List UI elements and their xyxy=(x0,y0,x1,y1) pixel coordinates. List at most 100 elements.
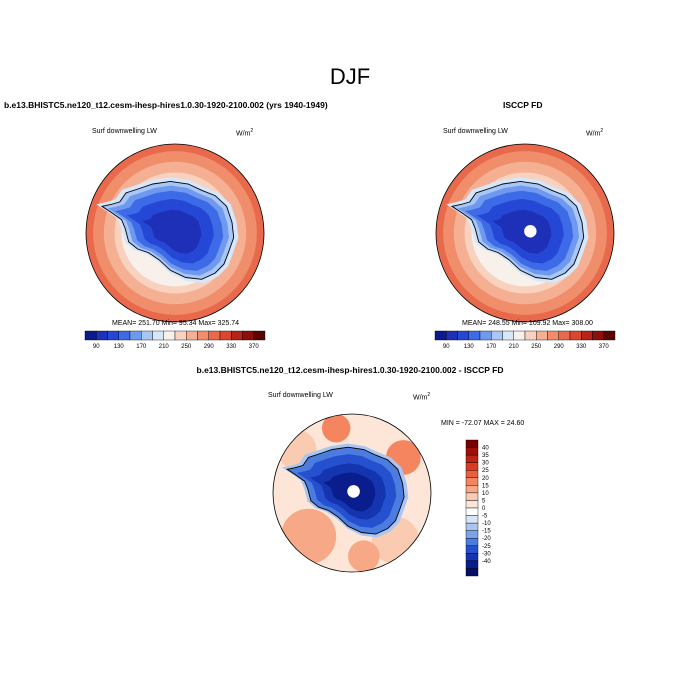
colorbar-2-tick-label: 130 xyxy=(464,344,475,350)
colorbar-3-swatch-13 xyxy=(465,538,479,546)
colorbar-3-tick-label: -40 xyxy=(482,559,491,565)
colorbar-3-swatch-5 xyxy=(465,477,479,486)
colorbar-1-tick-label: 330 xyxy=(226,344,237,350)
colorbar-1-swatch-1 xyxy=(96,330,108,341)
colorbar-2-swatch-8 xyxy=(524,330,537,341)
panel-1-units-label: W/m2 xyxy=(236,128,254,138)
colorbar-1-swatch-3 xyxy=(118,330,131,341)
colorbar-3-swatch-15 xyxy=(465,553,479,562)
panel-1-colorbar: 90 130 170 210 250 290 330 370 xyxy=(84,330,266,350)
colorbar-3-tick-label: 10 xyxy=(482,491,489,497)
colorbar-1-swatch-7 xyxy=(163,330,176,341)
colorbar-2-swatch-2 xyxy=(457,330,469,341)
colorbar-2-swatch-5 xyxy=(491,330,503,341)
map2-contour-5 xyxy=(492,209,552,254)
colorbar-1-tick-label: 290 xyxy=(204,344,215,350)
colorbar-1-tick-label: 90 xyxy=(93,344,100,350)
colorbar-1-swatch-15 xyxy=(253,330,266,341)
page-title: DJF xyxy=(329,64,371,89)
colorbar-3-tick-label: 30 xyxy=(482,461,489,467)
colorbar-3-tick-label: 35 xyxy=(482,453,489,459)
colorbar-3-swatch-7 xyxy=(465,492,479,501)
colorbar-2-tick-label: 330 xyxy=(576,344,587,350)
colorbar-3-swatch-8 xyxy=(465,500,479,509)
map1-contour-5 xyxy=(142,209,202,254)
colorbar-2-tick-label: 370 xyxy=(599,344,610,350)
colorbar-1-tick-label: 210 xyxy=(159,344,170,350)
panel-3-case-title: b.e13.BHISTC5.ne120_t12.cesm-ihesp-hires… xyxy=(196,365,504,375)
colorbar-1-swatch-14 xyxy=(242,330,254,341)
colorbar-3-swatch-6 xyxy=(465,485,479,494)
colorbar-3-tick-label: 20 xyxy=(482,476,489,482)
map2-coastline xyxy=(450,180,585,280)
colorbar-3-swatch-10 xyxy=(465,515,479,524)
colorbar-3-tick-label: 40 xyxy=(482,446,489,452)
colorbar-2-swatch-1 xyxy=(446,330,458,341)
map3-pole-hole xyxy=(347,485,360,498)
colorbar-2-tick-label: 250 xyxy=(531,344,542,350)
colorbar-3-swatch-14 xyxy=(465,545,479,554)
colorbar-2-swatch-9 xyxy=(536,330,548,341)
colorbar-2-swatch-12 xyxy=(569,330,582,341)
colorbar-3-tick-label: 25 xyxy=(482,468,489,474)
panel-3-polar-map xyxy=(272,413,432,573)
colorbar-3-swatch-0 xyxy=(465,439,479,448)
colorbar-1-swatch-10 xyxy=(197,330,209,341)
colorbar-1-swatch-6 xyxy=(152,330,164,341)
colorbar-1-swatch-13 xyxy=(231,330,243,341)
map3-warm-patch-5 xyxy=(321,414,351,443)
map2-pole-hole xyxy=(524,224,537,238)
colorbar-3-tick-label: 0 xyxy=(482,506,486,512)
colorbar-3-swatch-9 xyxy=(465,507,479,516)
colorbar-1-swatch-2 xyxy=(107,330,119,341)
panel-2-units-label: W/m2 xyxy=(586,128,604,138)
colorbar-3-tick-label: -20 xyxy=(482,536,491,542)
colorbar-3-swatch-2 xyxy=(465,454,479,463)
colorbar-3-tick-label: -10 xyxy=(482,521,491,527)
colorbar-1-swatch-0 xyxy=(84,330,97,341)
colorbar-2-swatch-11 xyxy=(558,330,571,341)
colorbar-3-swatch-1 xyxy=(465,447,479,456)
map1-map-border xyxy=(85,143,265,323)
map2-field xyxy=(436,144,614,322)
colorbar-1-swatch-5 xyxy=(141,330,153,341)
panel-2-colorbar: 90 130 170 210 250 290 330 370 xyxy=(434,330,616,350)
colorbar-3-tick-label: -15 xyxy=(482,529,491,535)
map1-field xyxy=(86,144,264,322)
map3-field xyxy=(273,414,431,572)
colorbar-2-swatch-10 xyxy=(547,330,559,341)
colorbar-1-tick-label: 250 xyxy=(181,344,192,350)
colorbar-1-swatch-4 xyxy=(129,330,142,341)
colorbar-3-swatch-16 xyxy=(465,560,479,569)
panel-2-polar-map xyxy=(435,143,615,323)
colorbar-3-swatch-17 xyxy=(465,568,479,577)
panel-3-variable-label: Surf downwelling LW xyxy=(268,392,333,399)
colorbar-3-swatch-11 xyxy=(465,522,479,531)
colorbar-2-tick-label: 90 xyxy=(443,344,450,350)
colorbar-2-swatch-7 xyxy=(513,330,526,341)
colorbar-3-tick-label: -30 xyxy=(482,551,491,557)
colorbar-1-tick-label: 130 xyxy=(114,344,125,350)
colorbar-1-tick-label: 170 xyxy=(136,344,147,350)
map3-warm-patch-0 xyxy=(280,508,337,565)
panel-1-variable-label: Surf downwelling LW xyxy=(92,128,157,135)
colorbar-2-tick-label: 210 xyxy=(509,344,520,350)
colorbar-2-swatch-0 xyxy=(434,330,447,341)
colorbar-2-swatch-6 xyxy=(502,330,514,341)
panel-1-stats: MEAN= 251.70 Min= 95.34 Max= 325.74 xyxy=(112,320,240,327)
colorbar-1-swatch-11 xyxy=(208,330,221,341)
colorbar-1-swatch-9 xyxy=(186,330,198,341)
colorbar-2-swatch-4 xyxy=(479,330,492,341)
panel-1-polar-map xyxy=(85,143,265,323)
colorbar-3-swatch-12 xyxy=(465,530,479,539)
colorbar-2-swatch-14 xyxy=(592,330,604,341)
panel-3-units-label: W/m2 xyxy=(413,392,431,402)
colorbar-1-swatch-8 xyxy=(174,330,187,341)
colorbar-3-tick-label: 15 xyxy=(482,483,489,489)
colorbar-3-tick-label: 5 xyxy=(482,498,486,504)
colorbar-3-swatch-4 xyxy=(465,470,479,478)
colorbar-3-tick-label: -5 xyxy=(482,514,488,520)
panel-2-stats: MEAN= 248.55 Min= 109.92 Max= 308.00 xyxy=(462,320,593,327)
panel-1-case-title: b.e13.BHISTC5.ne120_t12.cesm-ihesp-hires… xyxy=(4,100,328,110)
